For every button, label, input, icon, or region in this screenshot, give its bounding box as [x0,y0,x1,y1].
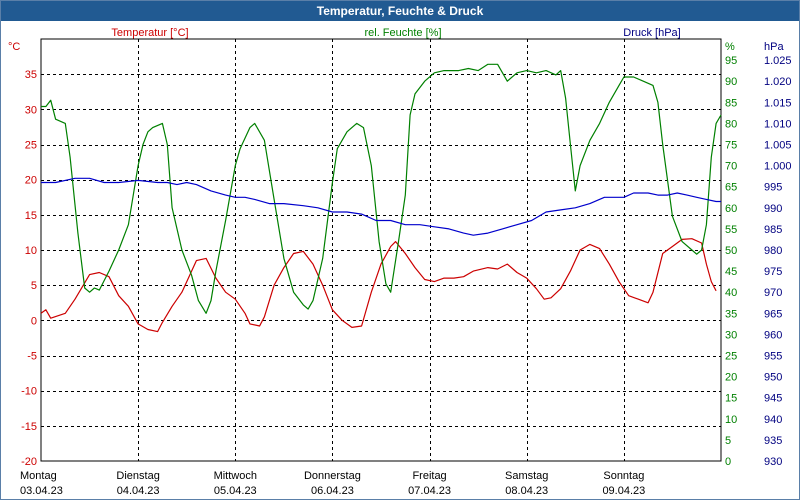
humidity-tick-label: 0 [725,456,731,468]
pressure-tick-label: 970 [764,287,782,299]
humidity-tick-label: 70 [725,161,737,173]
pressure-tick-label: 990 [764,203,782,215]
temperature-tick-label: 35 [25,69,37,81]
humidity-tick-label: 35 [725,308,737,320]
humidity-tick-label: 20 [725,372,737,384]
temperature-tick-label: -5 [27,351,37,363]
pressure-tick-label: 960 [764,329,782,341]
pressure-tick-label: 1.025 [764,55,792,67]
humidity-tick-label: 45 [725,266,737,278]
chart-title: Temperatur, Feuchte & Druck [1,1,799,21]
x-date-label: 05.04.23 [214,485,257,497]
series-line-humidity [41,63,722,314]
pressure-axis-ticks: 1.025 1.020 1.015 1.010 1.005 1.000 995 990 985 9… [764,55,792,468]
humidity-tick-label: 40 [725,287,737,299]
pressure-tick-label: 1.015 [764,97,792,109]
temperature-tick-label: 15 [25,210,37,222]
pressure-tick-label: 940 [764,414,782,426]
temperature-unit: °C [8,41,20,53]
legend-humidity: rel. Feuchte [%] [364,27,441,39]
x-day-label: Montag [20,470,57,482]
pressure-tick-label: 1.005 [764,140,792,152]
humidity-tick-label: 75 [725,140,737,152]
legend-pressure: Druck [hPa] [623,27,680,39]
pressure-tick-label: 980 [764,245,782,257]
x-day-label: Samstag [505,470,548,482]
x-date-label: 04.04.23 [117,485,160,497]
x-date-label: 08.04.23 [505,485,548,497]
pressure-tick-label: 945 [764,393,782,405]
humidity-tick-label: 90 [725,76,737,88]
humidity-tick-label: 30 [725,329,737,341]
x-date-label: 07.04.23 [408,485,451,497]
x-day-label: Sonntag [603,470,644,482]
pressure-tick-label: 935 [764,435,782,447]
pressure-tick-label: 975 [764,266,782,278]
humidity-tick-label: 25 [725,351,737,363]
x-day-label: Donnerstag [304,470,361,482]
pressure-tick-label: 1.000 [764,161,792,173]
humidity-unit: % [725,41,735,53]
series-line-pressure [41,177,721,236]
temperature-tick-label: 5 [31,280,37,292]
pressure-tick-label: 1.010 [764,118,792,130]
pressure-tick-label: 950 [764,372,782,384]
temperature-tick-label: 30 [25,104,37,116]
x-date-label: 09.04.23 [602,485,645,497]
humidity-tick-label: 85 [725,97,737,109]
humidity-tick-label: 55 [725,224,737,236]
humidity-tick-label: 80 [725,118,737,130]
pressure-tick-label: 965 [764,308,782,320]
series-group [40,63,722,333]
grid [40,38,722,462]
x-axis-labels: Montag 03.04.23 Dienstag 04.04.23 Mittwoch 05… [20,470,645,497]
humidity-tick-label: 15 [725,393,737,405]
x-day-label: Dienstag [116,470,159,482]
temperature-axis-ticks: 35 30 25 20 15 10 5 0 -5 -10 -15 -20 [21,69,37,468]
temperature-tick-label: 0 [31,315,37,327]
temperature-tick-label: -15 [21,421,37,433]
x-day-label: Mittwoch [214,470,257,482]
pressure-unit: hPa [764,41,784,53]
humidity-tick-label: 95 [725,55,737,67]
x-day-label: Freitag [412,470,446,482]
temperature-tick-label: -10 [21,386,37,398]
pressure-tick-label: 995 [764,182,782,194]
temperature-tick-label: 20 [25,175,37,187]
temperature-tick-label: -20 [21,456,37,468]
humidity-tick-label: 10 [725,414,737,426]
pressure-tick-label: 930 [764,456,782,468]
x-date-label: 06.04.23 [311,485,354,497]
x-date-label: 03.04.23 [20,485,63,497]
pressure-tick-label: 1.020 [764,76,792,88]
humidity-tick-label: 50 [725,245,737,257]
humidity-tick-label: 60 [725,203,737,215]
temperature-tick-label: 25 [25,140,37,152]
temperature-tick-label: 10 [25,245,37,257]
humidity-tick-label: 5 [725,435,731,447]
pressure-tick-label: 985 [764,224,782,236]
pressure-tick-label: 955 [764,351,782,363]
series-line-temperature [40,238,717,333]
humidity-tick-label: 65 [725,182,737,194]
legend-temperature: Temperatur [°C] [111,27,188,39]
